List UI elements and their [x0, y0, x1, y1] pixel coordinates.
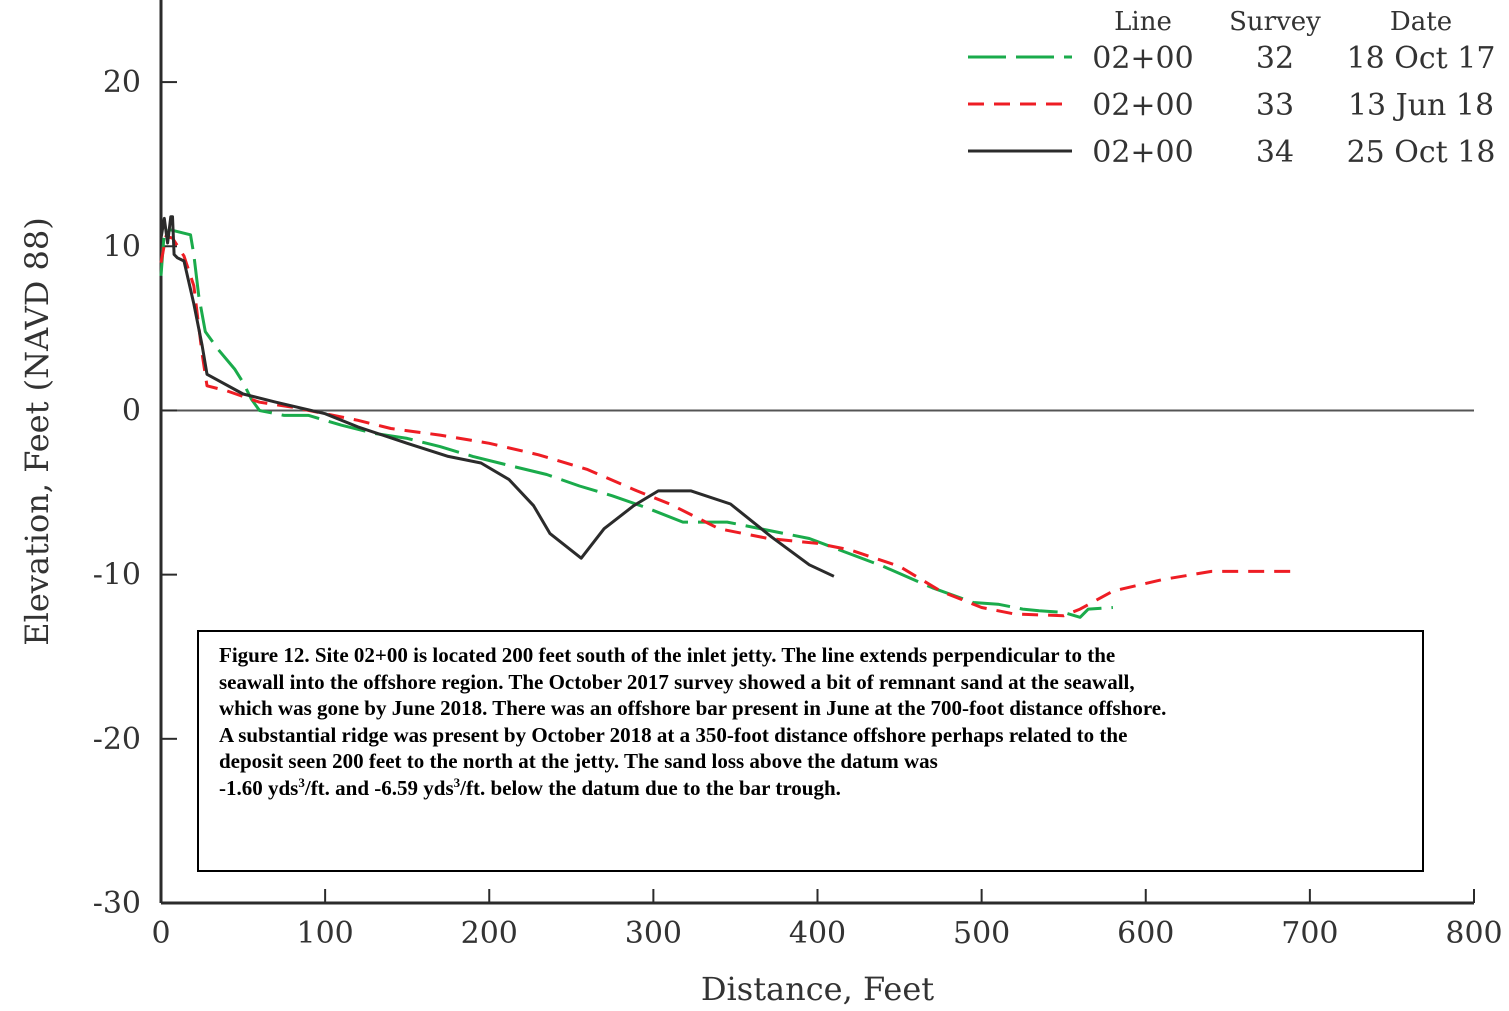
legend-line-label: 02+00 — [1092, 41, 1193, 76]
caption-line: deposit seen 200 feet to the north at th… — [219, 749, 938, 773]
y-tick-label: -30 — [93, 886, 141, 921]
figure-caption: Figure 12. Site 02+00 is located 200 fee… — [197, 630, 1424, 872]
x-axis-title: Distance, Feet — [701, 970, 934, 1008]
labels-layer: 0 100 200 300 400 500 600 700 80020100-10-20-30D… — [18, 65, 1503, 1008]
caption-line: which was gone by June 2018. There was a… — [219, 696, 1167, 720]
legend-date-label: 13 Jun 18 — [1348, 88, 1494, 123]
legend-date-label: 18 Oct 17 — [1347, 41, 1496, 76]
caption-line: seawall into the offshore region. The Oc… — [219, 669, 1135, 694]
y-axis-title: Elevation, Feet (NAVD 88) — [18, 217, 56, 646]
legend-survey-label: 34 — [1256, 135, 1294, 170]
caption-line: Figure 12. Site 02+00 is located 200 fee… — [219, 643, 1116, 667]
caption-line-last: -1.60 yds3/ft. and -6.59 yds3/ft. below … — [219, 775, 1422, 802]
y-tick-label: 0 — [122, 393, 141, 428]
legend: Line Survey Date 02+00 32 18 Oct 17 02+00 33 13 … — [968, 7, 1495, 170]
x-tick-label: 400 — [789, 916, 846, 951]
legend-survey-label: 32 — [1256, 41, 1294, 76]
caption-line: A substantial ridge was present by Octob… — [219, 722, 1128, 747]
legend-header: Date — [1390, 7, 1452, 37]
caption-superscript: 3 — [453, 774, 461, 790]
x-tick-label: 800 — [1445, 916, 1502, 951]
series-line-survey-32 — [159, 228, 1113, 619]
series-line-survey-33 — [159, 234, 1294, 618]
y-tick-label: 10 — [103, 229, 141, 264]
y-tick-label: -20 — [93, 722, 141, 757]
y-tick-label: -10 — [93, 558, 141, 593]
x-tick-label: 200 — [461, 916, 518, 951]
x-tick-label: 700 — [1281, 916, 1338, 951]
legend-date-label: 25 Oct 18 — [1347, 135, 1496, 170]
legend-line-label: 02+00 — [1092, 135, 1193, 170]
x-tick-label: 100 — [296, 916, 353, 951]
x-tick-label: 500 — [953, 916, 1010, 951]
legend-line-label: 02+00 — [1092, 88, 1193, 123]
caption-text: /ft. and -6.59 yds — [304, 775, 454, 800]
y-tick-label: 20 — [103, 65, 141, 100]
x-tick-label: 600 — [1117, 916, 1174, 951]
series-layer — [159, 215, 1294, 619]
x-tick-label: 300 — [625, 916, 682, 951]
caption-text: /ft. below the datum due to the bar trou… — [460, 775, 841, 800]
legend-header: Survey — [1229, 7, 1321, 37]
caption-superscript: 3 — [298, 774, 305, 790]
legend-header: Line — [1114, 7, 1172, 37]
axes-layer — [159, 0, 1475, 905]
caption-text: -1.60 yds — [219, 775, 299, 800]
x-tick-label: 0 — [151, 916, 170, 951]
series-line-survey-34 — [159, 215, 835, 578]
legend-survey-label: 33 — [1256, 88, 1294, 123]
